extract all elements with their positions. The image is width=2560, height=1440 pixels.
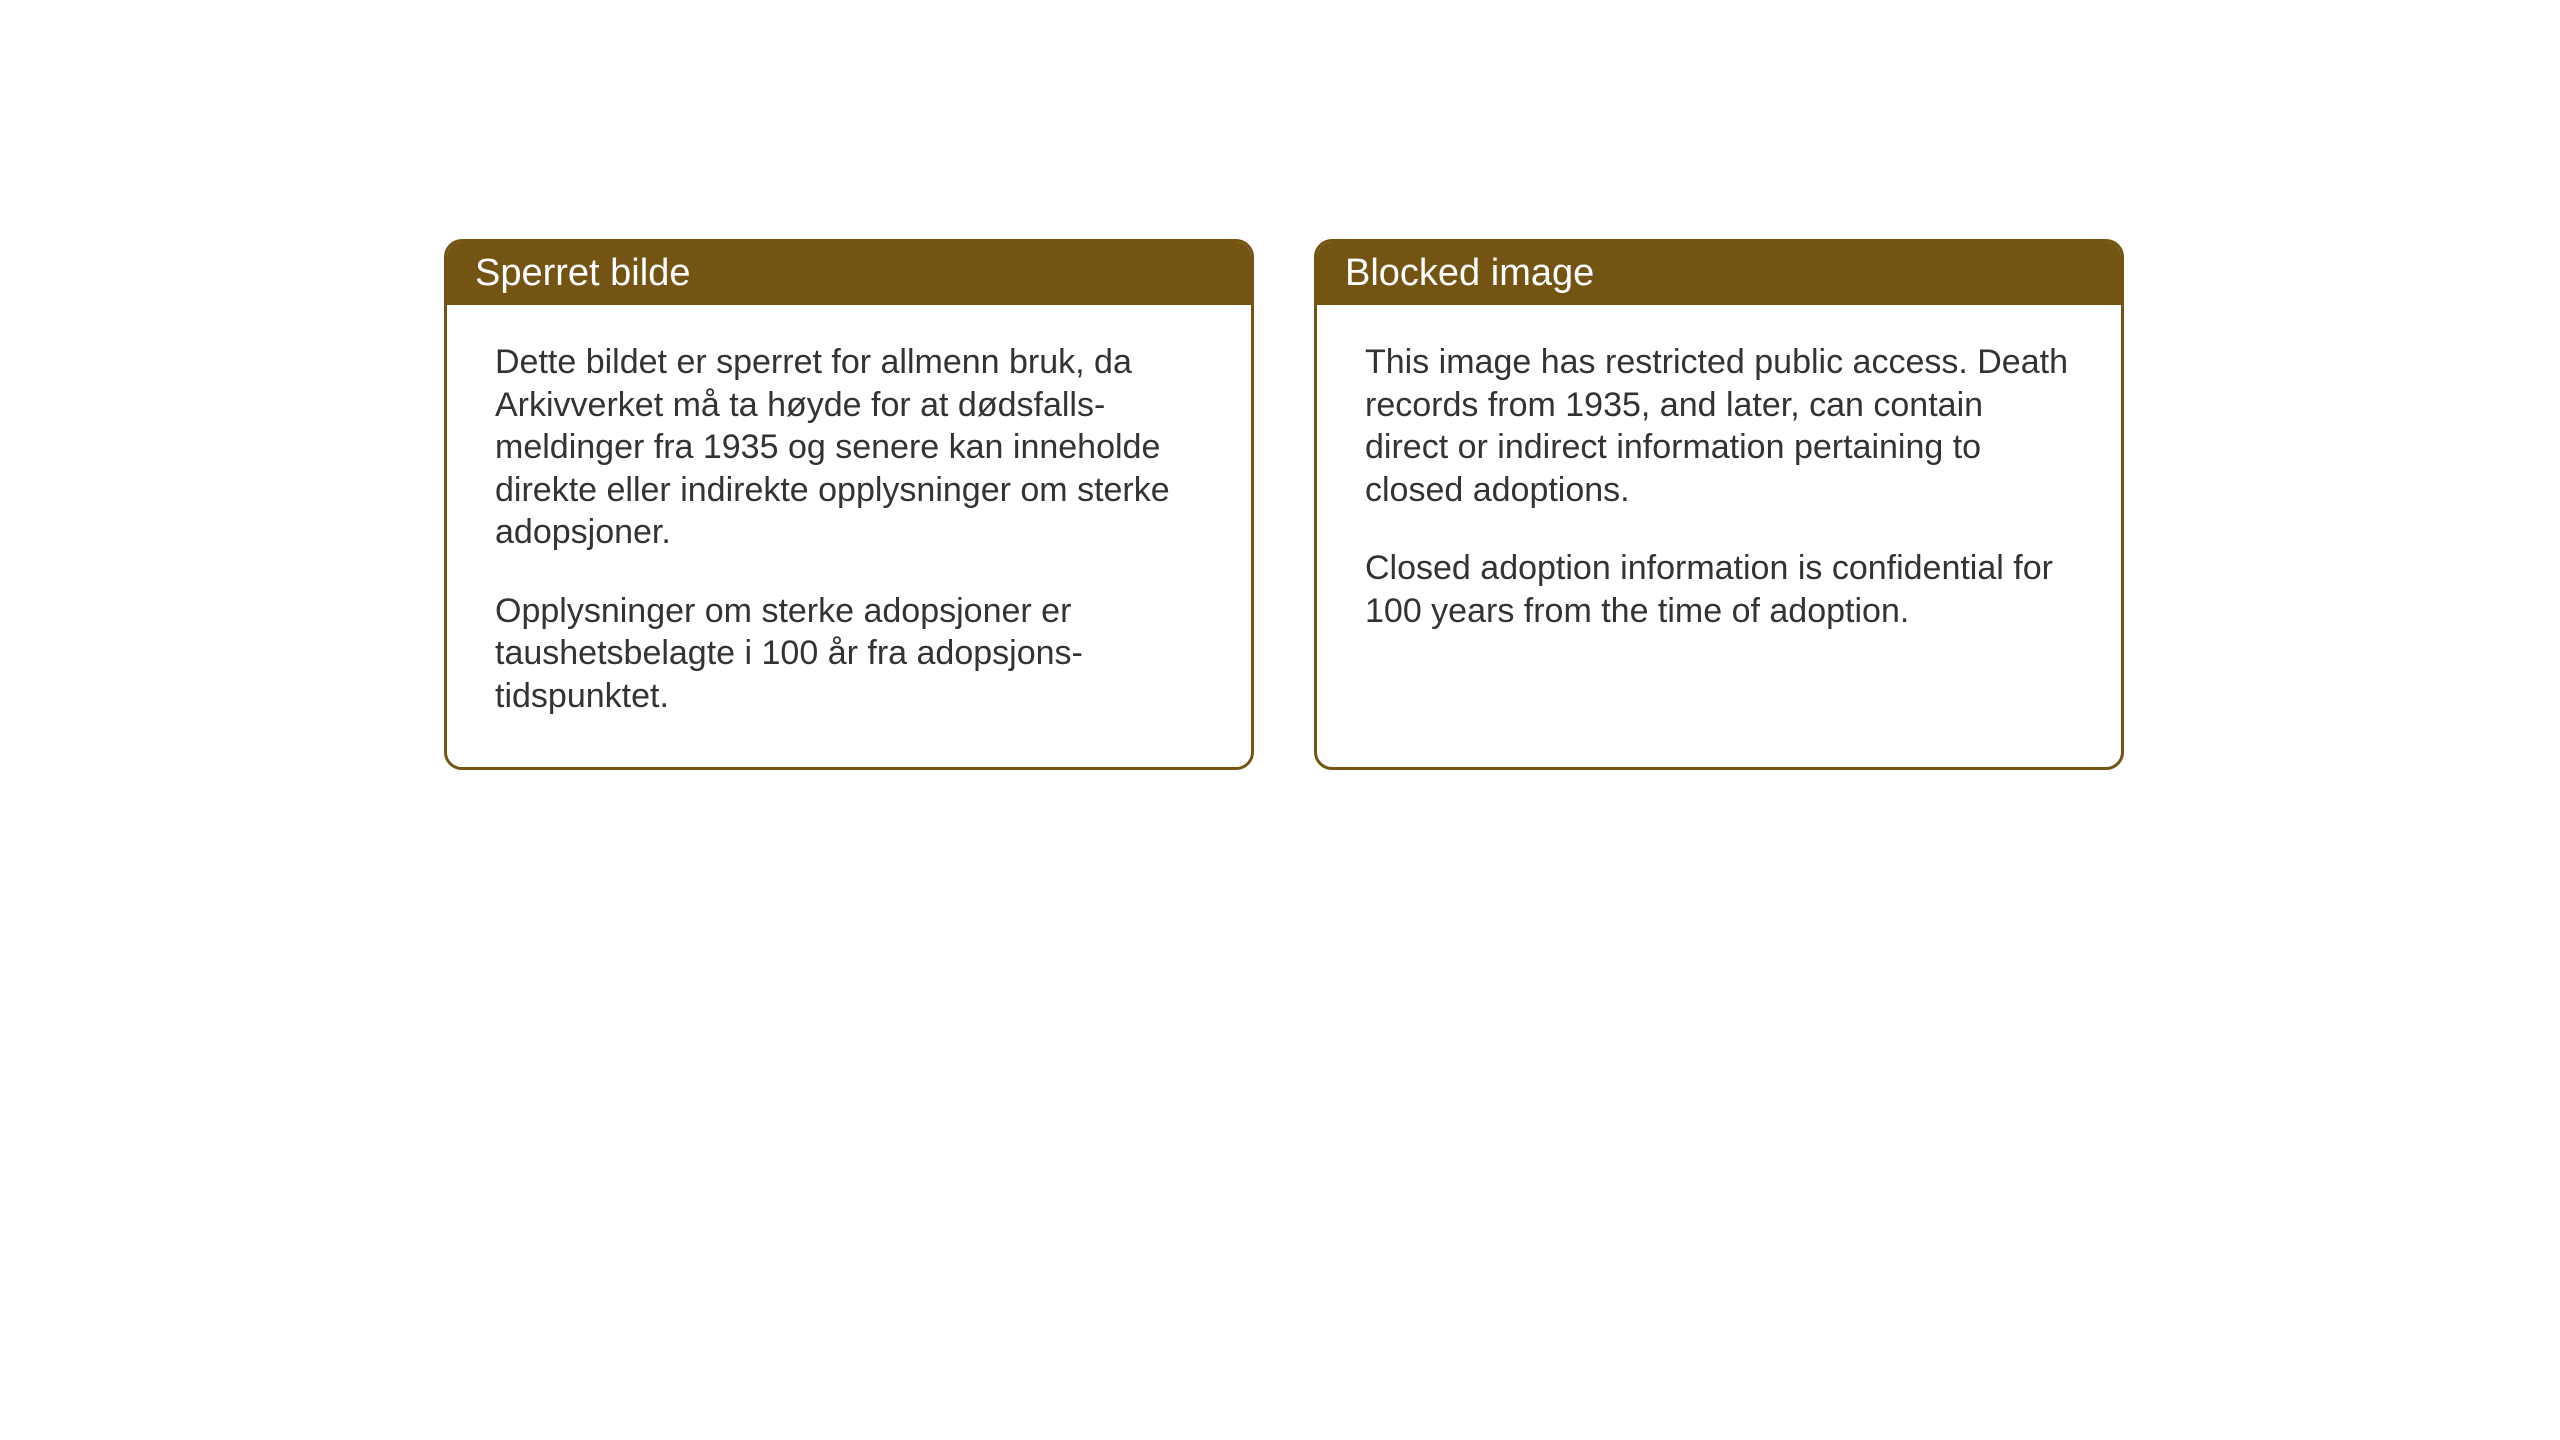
notice-title-norwegian: Sperret bilde [475, 252, 690, 294]
notice-header-norwegian: Sperret bilde [447, 242, 1251, 305]
notice-paragraph1-english: This image has restricted public access.… [1365, 341, 2073, 511]
notice-container: Sperret bilde Dette bildet er sperret fo… [444, 239, 2124, 770]
notice-paragraph2-english: Closed adoption information is confident… [1365, 547, 2073, 632]
notice-body-norwegian: Dette bildet er sperret for allmenn bruk… [447, 305, 1251, 767]
notice-paragraph1-norwegian: Dette bildet er sperret for allmenn bruk… [495, 341, 1203, 554]
notice-body-english: This image has restricted public access.… [1317, 305, 2121, 682]
notice-header-english: Blocked image [1317, 242, 2121, 305]
notice-box-norwegian: Sperret bilde Dette bildet er sperret fo… [444, 239, 1254, 770]
notice-title-english: Blocked image [1345, 252, 1594, 294]
notice-box-english: Blocked image This image has restricted … [1314, 239, 2124, 770]
notice-paragraph2-norwegian: Opplysninger om sterke adopsjoner er tau… [495, 590, 1203, 718]
